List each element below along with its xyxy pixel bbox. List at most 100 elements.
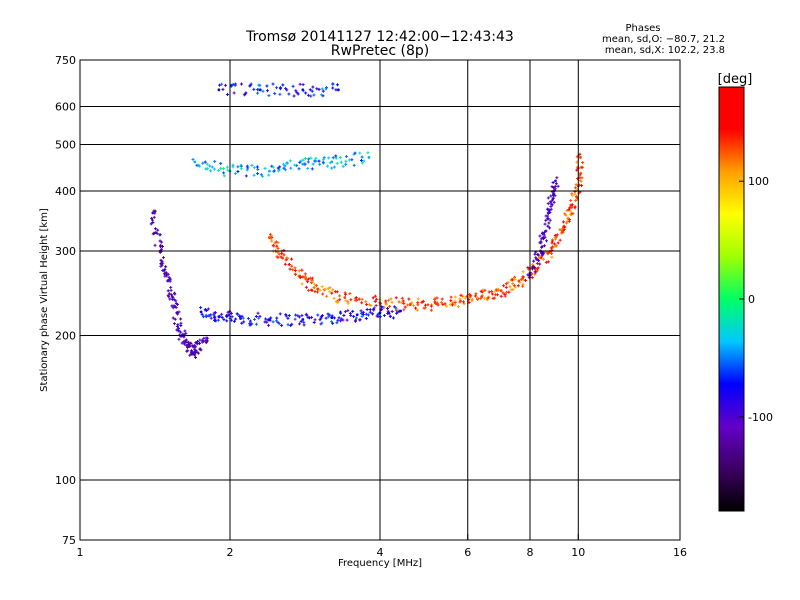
data-point [401, 299, 405, 303]
data-point [338, 310, 342, 314]
data-point [490, 289, 494, 293]
data-point [301, 158, 305, 162]
data-point [170, 293, 174, 297]
data-point [321, 94, 325, 98]
data-point [236, 170, 240, 174]
colorbar-tick-label: 0 [748, 293, 755, 306]
series-node [579, 156, 582, 159]
data-point [293, 163, 297, 167]
y-tick-label: 600 [55, 101, 76, 114]
data-point [546, 196, 550, 200]
data-point [226, 310, 230, 314]
data-point [213, 317, 217, 321]
data-point [280, 323, 284, 327]
data-point [287, 313, 291, 317]
data-point [202, 336, 206, 340]
x-tick-label: 2 [227, 546, 234, 559]
data-point [352, 314, 356, 318]
data-point [311, 162, 315, 166]
data-point [370, 312, 374, 316]
data-point [164, 265, 168, 269]
series-node [499, 289, 503, 293]
data-point [315, 290, 319, 294]
data-point [320, 285, 324, 289]
data-point [360, 297, 364, 301]
data-point [194, 356, 198, 360]
series-node [268, 318, 271, 321]
data-point [168, 279, 172, 283]
data-point [382, 314, 386, 318]
scatter-layer [149, 82, 585, 360]
phases-title: Phases [625, 23, 660, 34]
data-point [191, 157, 195, 161]
data-point [554, 237, 558, 241]
series-node [268, 236, 271, 239]
data-point [555, 176, 559, 180]
data-point [199, 348, 203, 352]
data-point [151, 220, 155, 224]
data-point [242, 320, 246, 324]
data-point [441, 302, 445, 306]
series-node [217, 315, 221, 319]
data-point [289, 166, 293, 170]
data-point [414, 306, 418, 310]
data-point [344, 159, 348, 163]
data-point [521, 275, 525, 279]
data-point [309, 156, 313, 160]
data-point [252, 317, 256, 321]
data-point [301, 83, 305, 87]
data-point [539, 241, 543, 245]
data-point [293, 273, 297, 277]
data-point [299, 319, 303, 323]
data-point [217, 168, 221, 172]
data-point [225, 315, 229, 319]
data-point [179, 330, 183, 334]
data-point [288, 267, 292, 271]
data-point [297, 269, 301, 273]
data-point [288, 159, 292, 163]
series-node [151, 211, 155, 215]
data-point [310, 279, 314, 283]
data-point [197, 163, 201, 167]
data-point [486, 297, 490, 301]
data-point [420, 300, 424, 304]
data-point [183, 342, 187, 346]
data-point [205, 162, 209, 166]
data-point [167, 277, 171, 281]
data-point [179, 317, 183, 321]
data-point [324, 87, 328, 91]
data-point [556, 241, 560, 245]
data-point [321, 89, 325, 93]
data-point [201, 161, 205, 165]
data-point [501, 291, 505, 295]
data-point [453, 299, 457, 303]
data-point [201, 315, 205, 319]
data-point [388, 304, 392, 308]
data-point [291, 84, 295, 88]
data-point [373, 299, 377, 303]
data-point [171, 295, 175, 299]
data-point [339, 160, 343, 164]
data-point [336, 318, 340, 322]
data-point [298, 82, 302, 86]
data-point [545, 239, 549, 243]
data-point [386, 306, 390, 310]
data-point [312, 282, 316, 286]
data-point [336, 301, 340, 305]
data-point [569, 209, 573, 213]
data-point [474, 294, 478, 298]
data-point [160, 240, 164, 244]
data-point [169, 288, 173, 292]
data-point [239, 167, 243, 171]
data-point [304, 91, 308, 95]
data-point [287, 92, 291, 96]
series-node [561, 229, 564, 233]
data-point [359, 311, 363, 315]
data-point [541, 237, 545, 241]
data-point [163, 267, 167, 271]
data-point [170, 304, 174, 308]
data-point [479, 289, 483, 293]
data-point [354, 316, 358, 320]
data-point [150, 216, 154, 220]
